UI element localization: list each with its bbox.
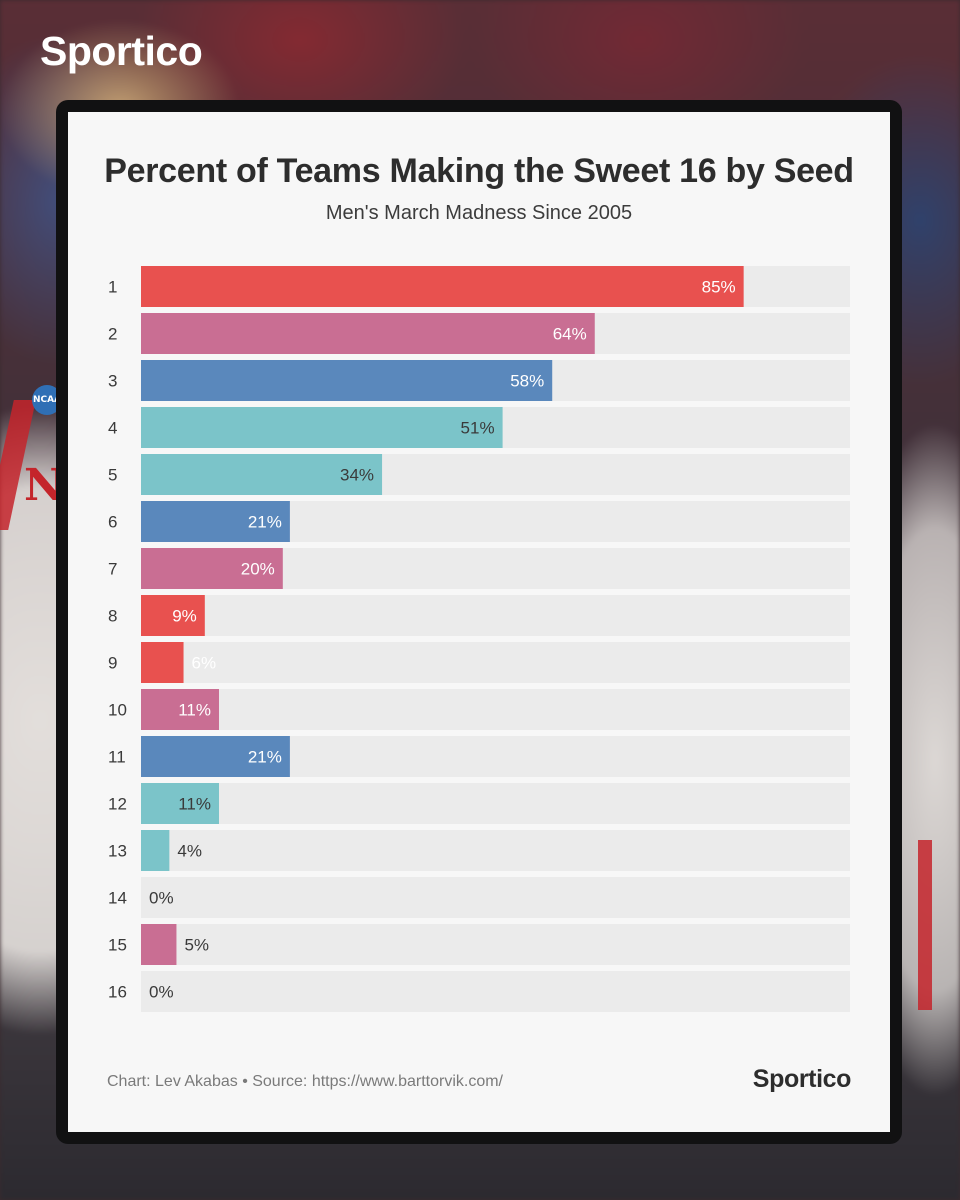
bar-seed-6: [141, 501, 290, 542]
bar-seed-7: [141, 548, 283, 589]
value-label: 11%: [178, 795, 211, 814]
seed-label: 1: [108, 278, 117, 297]
value-label: 21%: [248, 748, 282, 767]
chart-title: Percent of Teams Making the Sweet 16 by …: [104, 152, 854, 190]
bar-seed-11: [141, 736, 290, 777]
bar-seed-3: [141, 360, 553, 401]
value-label: 9%: [172, 607, 197, 626]
bar-track: [141, 830, 850, 871]
seed-label: 11: [108, 748, 126, 767]
seed-label: 7: [108, 560, 117, 579]
bar-track: [141, 642, 850, 683]
value-label: 5%: [184, 936, 209, 955]
seed-label: 13: [108, 842, 127, 861]
value-label: 4%: [177, 842, 202, 861]
bar-track: [141, 924, 850, 965]
bar-track: [141, 689, 850, 730]
seed-label: 4: [108, 419, 117, 438]
chart-card: Percent of Teams Making the Sweet 16 by …: [68, 112, 890, 1132]
value-label: 58%: [510, 372, 544, 391]
seed-label: 14: [108, 889, 127, 908]
value-label: 21%: [248, 513, 282, 532]
bar-seed-9: [141, 642, 184, 683]
value-label: 64%: [553, 325, 587, 344]
bar-chart: 1 85% 2 64% 3 58% 4 51% 5 34% 6 21% 7 20% 8 9% 9 6% 10 11% 1…: [108, 266, 850, 1012]
seed-label: 9: [108, 654, 117, 673]
value-label: 85%: [702, 278, 736, 297]
bar-seed-5: [141, 454, 383, 495]
seed-label: 5: [108, 466, 117, 485]
value-label: 51%: [461, 419, 495, 438]
seed-label: 10: [108, 701, 127, 720]
seed-label: 3: [108, 372, 117, 391]
value-label: 34%: [340, 466, 374, 485]
value-label: 6%: [192, 654, 217, 673]
bar-seed-1: [141, 266, 744, 307]
bar-seed-10: [141, 689, 219, 730]
bar-seed-13: [141, 830, 170, 871]
bar-seed-8: [141, 595, 205, 636]
seed-label: 15: [108, 936, 127, 955]
bar-track: [141, 971, 850, 1012]
bar-seed-4: [141, 407, 503, 448]
brand-logo: Sportico: [40, 28, 203, 74]
value-label: 0%: [149, 983, 174, 1002]
seed-label: 12: [108, 795, 127, 814]
seed-label: 16: [108, 983, 127, 1002]
jersey-stripe-right: [918, 840, 932, 1010]
value-label: 20%: [241, 560, 275, 579]
bar-seed-15: [141, 924, 177, 965]
value-label: 11%: [178, 701, 211, 720]
bar-track: [141, 783, 850, 824]
seed-label: 2: [108, 325, 117, 344]
value-label: 0%: [149, 889, 174, 908]
chart-source: Chart: Lev Akabas • Source: https://www.…: [107, 1073, 503, 1090]
seed-label: 6: [108, 513, 117, 532]
bar-seed-2: [141, 313, 595, 354]
bar-track: [141, 877, 850, 918]
bar-track: [141, 595, 850, 636]
bar-seed-12: [141, 783, 219, 824]
chart-subtitle: Men's March Madness Since 2005: [325, 202, 633, 224]
footer-logo: Sportico: [752, 1065, 852, 1093]
seed-label: 8: [108, 607, 117, 626]
